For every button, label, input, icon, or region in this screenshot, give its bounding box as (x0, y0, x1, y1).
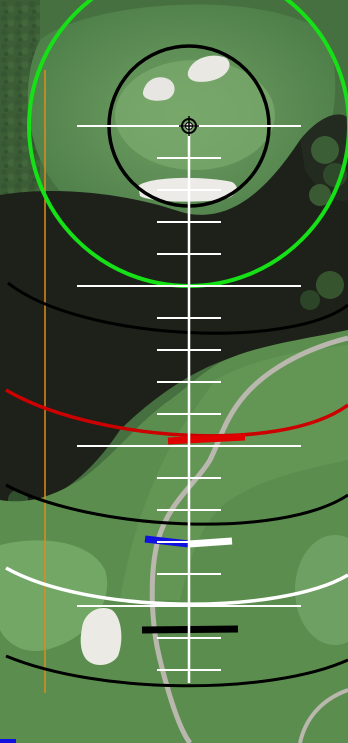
water-hazard (0, 114, 348, 504)
bunker-green-left (142, 77, 175, 101)
distance-ruler (77, 125, 301, 671)
position-indicator (0, 739, 16, 743)
cart-path (149, 335, 348, 743)
crosshair-icon[interactable] (179, 116, 199, 136)
fairway-mow-band (120, 345, 348, 600)
green-left-lower (0, 540, 108, 651)
bunker-green-right (187, 55, 230, 82)
bunker-left-lower (80, 608, 122, 665)
distance-arc-3 (5, 654, 348, 688)
distance-arc-1 (7, 281, 348, 335)
distance-arc-red (5, 388, 348, 438)
distance-arc-2 (5, 483, 348, 526)
cart-path-east (298, 688, 348, 743)
landing-marker-red (167, 433, 246, 445)
distance-arc-white (5, 566, 348, 606)
tee-box-right (295, 535, 348, 645)
